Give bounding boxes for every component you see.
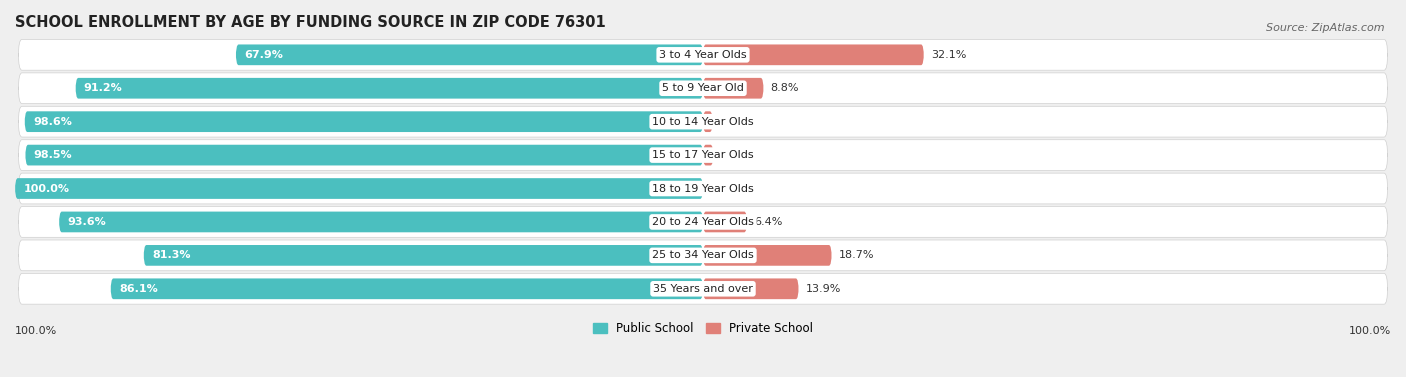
FancyBboxPatch shape xyxy=(18,273,1388,304)
FancyBboxPatch shape xyxy=(703,44,924,65)
Text: 18 to 19 Year Olds: 18 to 19 Year Olds xyxy=(652,184,754,193)
Text: 35 Years and over: 35 Years and over xyxy=(652,284,754,294)
Text: 100.0%: 100.0% xyxy=(1348,326,1391,336)
FancyBboxPatch shape xyxy=(59,211,703,232)
Text: 32.1%: 32.1% xyxy=(931,50,966,60)
Text: 13.9%: 13.9% xyxy=(806,284,841,294)
FancyBboxPatch shape xyxy=(703,245,832,266)
FancyBboxPatch shape xyxy=(703,279,799,299)
FancyBboxPatch shape xyxy=(76,78,703,99)
FancyBboxPatch shape xyxy=(18,73,1388,104)
Legend: Public School, Private School: Public School, Private School xyxy=(588,317,818,340)
FancyBboxPatch shape xyxy=(18,40,1388,70)
FancyBboxPatch shape xyxy=(18,173,1388,204)
FancyBboxPatch shape xyxy=(111,279,703,299)
Text: 0.0%: 0.0% xyxy=(710,184,738,193)
Text: 93.6%: 93.6% xyxy=(67,217,105,227)
Text: 1.5%: 1.5% xyxy=(720,150,748,160)
FancyBboxPatch shape xyxy=(236,44,703,65)
Text: 91.2%: 91.2% xyxy=(84,83,122,93)
FancyBboxPatch shape xyxy=(18,140,1388,170)
Text: 86.1%: 86.1% xyxy=(120,284,157,294)
Text: 8.8%: 8.8% xyxy=(770,83,799,93)
Text: SCHOOL ENROLLMENT BY AGE BY FUNDING SOURCE IN ZIP CODE 76301: SCHOOL ENROLLMENT BY AGE BY FUNDING SOUR… xyxy=(15,15,606,30)
Text: 10 to 14 Year Olds: 10 to 14 Year Olds xyxy=(652,116,754,127)
FancyBboxPatch shape xyxy=(703,111,713,132)
Text: 6.4%: 6.4% xyxy=(754,217,782,227)
Text: 81.3%: 81.3% xyxy=(152,250,190,261)
Text: 98.6%: 98.6% xyxy=(32,116,72,127)
Text: 18.7%: 18.7% xyxy=(838,250,875,261)
FancyBboxPatch shape xyxy=(703,211,747,232)
FancyBboxPatch shape xyxy=(18,207,1388,238)
FancyBboxPatch shape xyxy=(18,240,1388,271)
FancyBboxPatch shape xyxy=(703,145,713,166)
Text: 67.9%: 67.9% xyxy=(245,50,283,60)
Text: 100.0%: 100.0% xyxy=(24,184,69,193)
Text: 5 to 9 Year Old: 5 to 9 Year Old xyxy=(662,83,744,93)
Text: 100.0%: 100.0% xyxy=(15,326,58,336)
Text: 15 to 17 Year Olds: 15 to 17 Year Olds xyxy=(652,150,754,160)
FancyBboxPatch shape xyxy=(703,78,763,99)
FancyBboxPatch shape xyxy=(143,245,703,266)
Text: 98.5%: 98.5% xyxy=(34,150,72,160)
Text: Source: ZipAtlas.com: Source: ZipAtlas.com xyxy=(1267,23,1385,33)
FancyBboxPatch shape xyxy=(25,145,703,166)
FancyBboxPatch shape xyxy=(15,178,703,199)
Text: 20 to 24 Year Olds: 20 to 24 Year Olds xyxy=(652,217,754,227)
Text: 3 to 4 Year Olds: 3 to 4 Year Olds xyxy=(659,50,747,60)
FancyBboxPatch shape xyxy=(18,106,1388,137)
Text: 1.4%: 1.4% xyxy=(720,116,748,127)
FancyBboxPatch shape xyxy=(25,111,703,132)
Text: 25 to 34 Year Olds: 25 to 34 Year Olds xyxy=(652,250,754,261)
